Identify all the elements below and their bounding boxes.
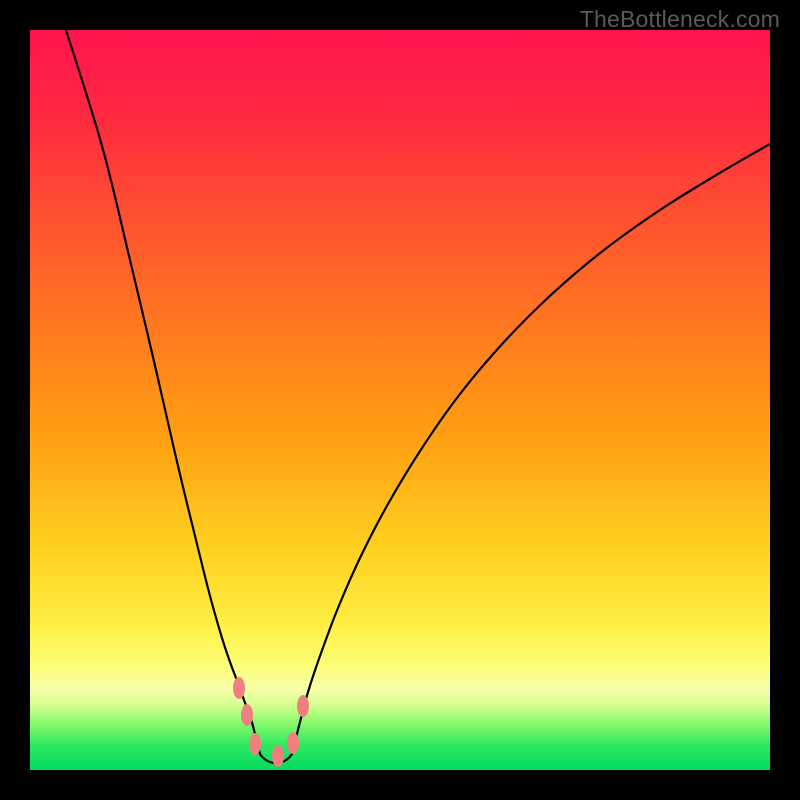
bottleneck-curve	[30, 30, 770, 770]
markers-group	[233, 677, 309, 767]
curve-marker	[249, 733, 261, 755]
plot-area	[30, 30, 770, 770]
curve-marker	[272, 745, 284, 767]
curve-marker	[241, 704, 253, 726]
curve-marker	[287, 732, 299, 754]
curve-path	[66, 30, 770, 763]
curve-marker	[297, 695, 309, 717]
curve-marker	[233, 677, 245, 699]
watermark-text: TheBottleneck.com	[580, 6, 780, 33]
